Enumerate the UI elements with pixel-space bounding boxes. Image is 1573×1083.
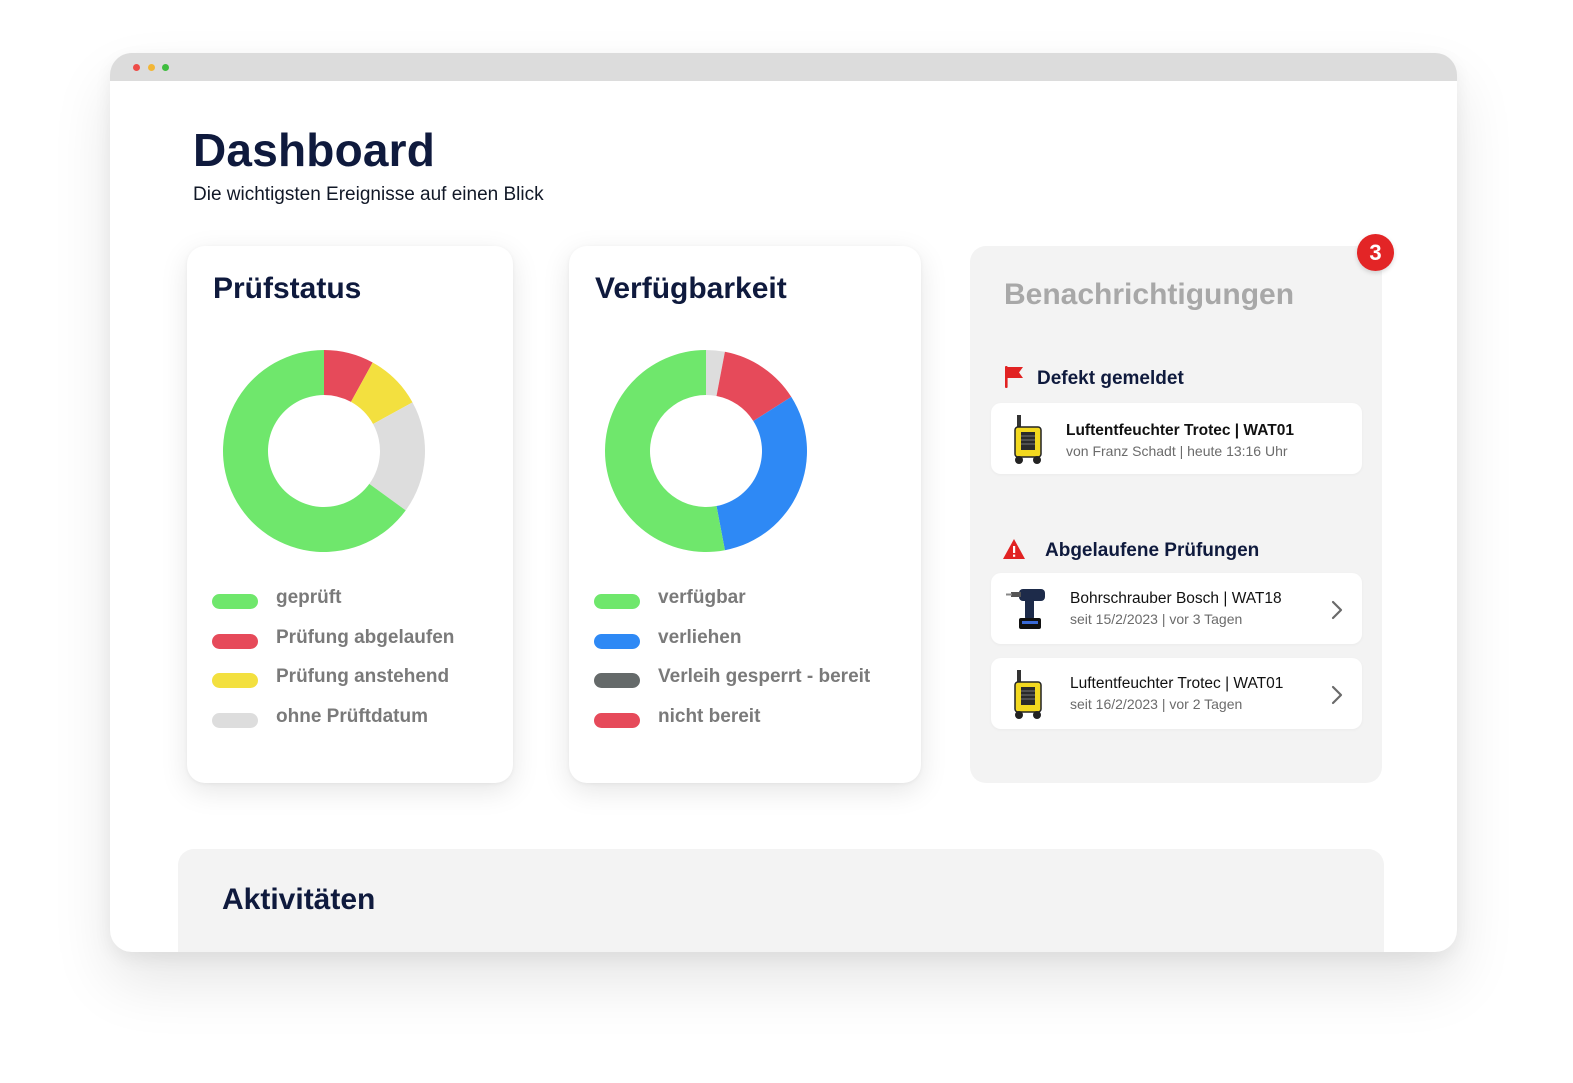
legend-swatch: [594, 594, 640, 609]
activities-title: Aktivitäten: [222, 883, 376, 916]
dehumidifier-icon: [1014, 415, 1042, 464]
legend-label: nicht bereit: [658, 705, 761, 727]
item-name: Bohrschrauber Bosch | WAT18: [1070, 590, 1282, 607]
activities-panel: Aktivitäten: [178, 849, 1384, 952]
legend-label: verfügbar: [658, 587, 746, 608]
legend-label: verliehen: [658, 626, 742, 648]
legend-label: Prüfung abgelaufen: [276, 626, 455, 648]
donut-slice-ohne-prueftdatum[interactable]: [369, 402, 425, 511]
drill-icon: [1006, 589, 1045, 629]
notification-count-badge: 3: [1357, 234, 1394, 271]
item-subtitle: seit 15/2/2023 | vor 3 Tagen: [1070, 611, 1243, 627]
donut-slice-nicht-bereit[interactable]: [716, 351, 792, 421]
maximize-window-dot[interactable]: [162, 64, 169, 71]
chevron-right-icon[interactable]: [1330, 599, 1344, 621]
donut-slice-pruefung-anstehend[interactable]: [350, 362, 413, 425]
pruefstatus-card[interactable]: Prüfstatus geprüft Prüfung abgelaufen Pr…: [187, 246, 513, 783]
legend-label: Verleih gesperrt - bereit: [658, 666, 871, 687]
abgelaufen-notification-item[interactable]: Bohrschrauber Bosch | WAT18 seit 15/2/20…: [991, 573, 1362, 644]
verfuegbarkeit-title: Verfügbarkeit: [595, 272, 787, 305]
page-subtitle: Die wichtigsten Ereignisse auf einen Bli…: [193, 184, 544, 205]
pruefstatus-donut-chart[interactable]: [222, 349, 426, 553]
red-flag-icon: [1005, 366, 1023, 388]
chevron-right-icon[interactable]: [1330, 684, 1344, 706]
page-title: Dashboard: [193, 124, 436, 176]
item-name: Luftentfeuchter Trotec | WAT01: [1066, 422, 1294, 439]
item-name: Luftentfeuchter Trotec | WAT01: [1070, 675, 1284, 692]
minimize-window-dot[interactable]: [148, 64, 155, 71]
browser-window: Dashboard Die wichtigsten Ereignisse auf…: [110, 53, 1457, 952]
legend-swatch: [594, 673, 640, 688]
legend-swatch: [594, 712, 640, 728]
donut-slice-verfuegbar[interactable]: [604, 350, 725, 552]
donut-slice-verleih-gesperrt-bereit[interactable]: [706, 350, 725, 396]
verfuegbarkeit-card[interactable]: Verfügbarkeit verfügbar verliehen Verlei…: [569, 246, 921, 783]
notifications-panel: Benachrichtigungen Defekt gemeldet Lufte…: [970, 246, 1382, 783]
legend-swatch: [212, 673, 258, 688]
legend-swatch: [212, 594, 258, 609]
abgelaufen-heading-text: Abgelaufene Prüfungen: [1045, 540, 1260, 561]
pruefstatus-title: Prüfstatus: [213, 272, 362, 305]
legend-label: Prüfung anstehend: [276, 666, 450, 687]
verfuegbarkeit-donut-chart[interactable]: [604, 349, 808, 553]
defekt-notification-item[interactable]: Luftentfeuchter Trotec | WAT01 von Franz…: [991, 403, 1362, 474]
defekt-heading-text: Defekt gemeldet: [1037, 368, 1184, 389]
legend-swatch: [594, 633, 640, 649]
legend-swatch: [212, 633, 258, 649]
item-subtitle: von Franz Schadt | heute 13:16 Uhr: [1066, 443, 1288, 459]
item-subtitle: seit 16/2/2023 | vor 2 Tagen: [1070, 696, 1243, 712]
legend-swatch: [212, 712, 258, 728]
dehumidifier-icon: [1014, 670, 1042, 719]
abgelaufen-notification-item[interactable]: Luftentfeuchter Trotec | WAT01 seit 16/2…: [991, 658, 1362, 729]
legend-label: geprüft: [276, 587, 342, 608]
close-window-dot[interactable]: [133, 64, 140, 71]
donut-slice-geprueft[interactable]: [222, 350, 406, 552]
donut-slice-verliehen[interactable]: [716, 396, 807, 551]
warning-triangle-icon: [1003, 539, 1025, 559]
window-titlebar: [110, 53, 1457, 81]
donut-slice-pruefung-abgelaufen[interactable]: [324, 350, 373, 402]
legend-label: ohne Prüftdatum: [276, 705, 428, 727]
notifications-title: Benachrichtigungen: [1004, 278, 1295, 311]
